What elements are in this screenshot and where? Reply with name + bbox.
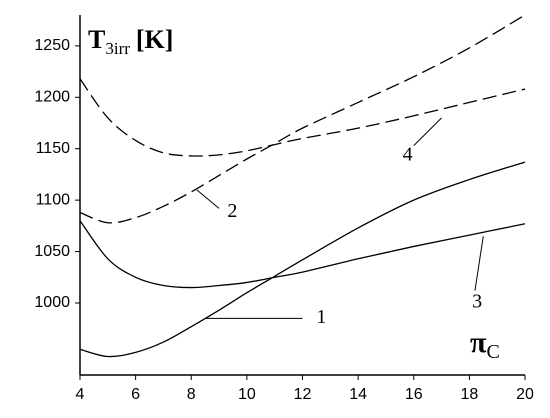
x-tick-label: 4 [76, 386, 85, 403]
series-label: 3 [472, 291, 482, 313]
y-tick-label: 1150 [36, 140, 71, 157]
y-label-sub: 3irr [105, 39, 130, 58]
y-tick-label: 1250 [34, 37, 70, 54]
series-label: 4 [403, 144, 413, 166]
y-tick-label: 1100 [36, 191, 71, 208]
x-tick-label: 14 [349, 386, 367, 403]
series-label: 2 [227, 200, 237, 222]
y-tick-label: 1000 [34, 294, 70, 311]
series-line [79, 161, 526, 358]
x-tick-label: 12 [294, 386, 312, 403]
x-tick-label: 6 [131, 386, 140, 403]
y-label: T [88, 25, 105, 54]
series-line [79, 14, 526, 224]
series-label: 1 [316, 306, 326, 328]
x-tick-label: 18 [460, 386, 478, 403]
label-leader [413, 117, 442, 146]
x-tick-label: 20 [516, 386, 534, 403]
x-tick-label: 10 [238, 386, 256, 403]
label-leader [474, 236, 484, 291]
x-tick-label: 8 [187, 386, 196, 403]
x-label-sub: C [486, 341, 499, 363]
x-axis-title: πC [470, 326, 500, 363]
series-line [79, 78, 526, 157]
label-leader [196, 189, 220, 209]
y-tick-label: 1050 [34, 243, 70, 260]
y-axis-title: T3irr [K] [88, 25, 173, 58]
y-label-unit: [K] [136, 25, 174, 54]
series-line [79, 220, 526, 289]
y-tick-label: 1200 [34, 89, 70, 106]
x-label: π [470, 326, 487, 359]
x-tick-label: 16 [405, 386, 423, 403]
